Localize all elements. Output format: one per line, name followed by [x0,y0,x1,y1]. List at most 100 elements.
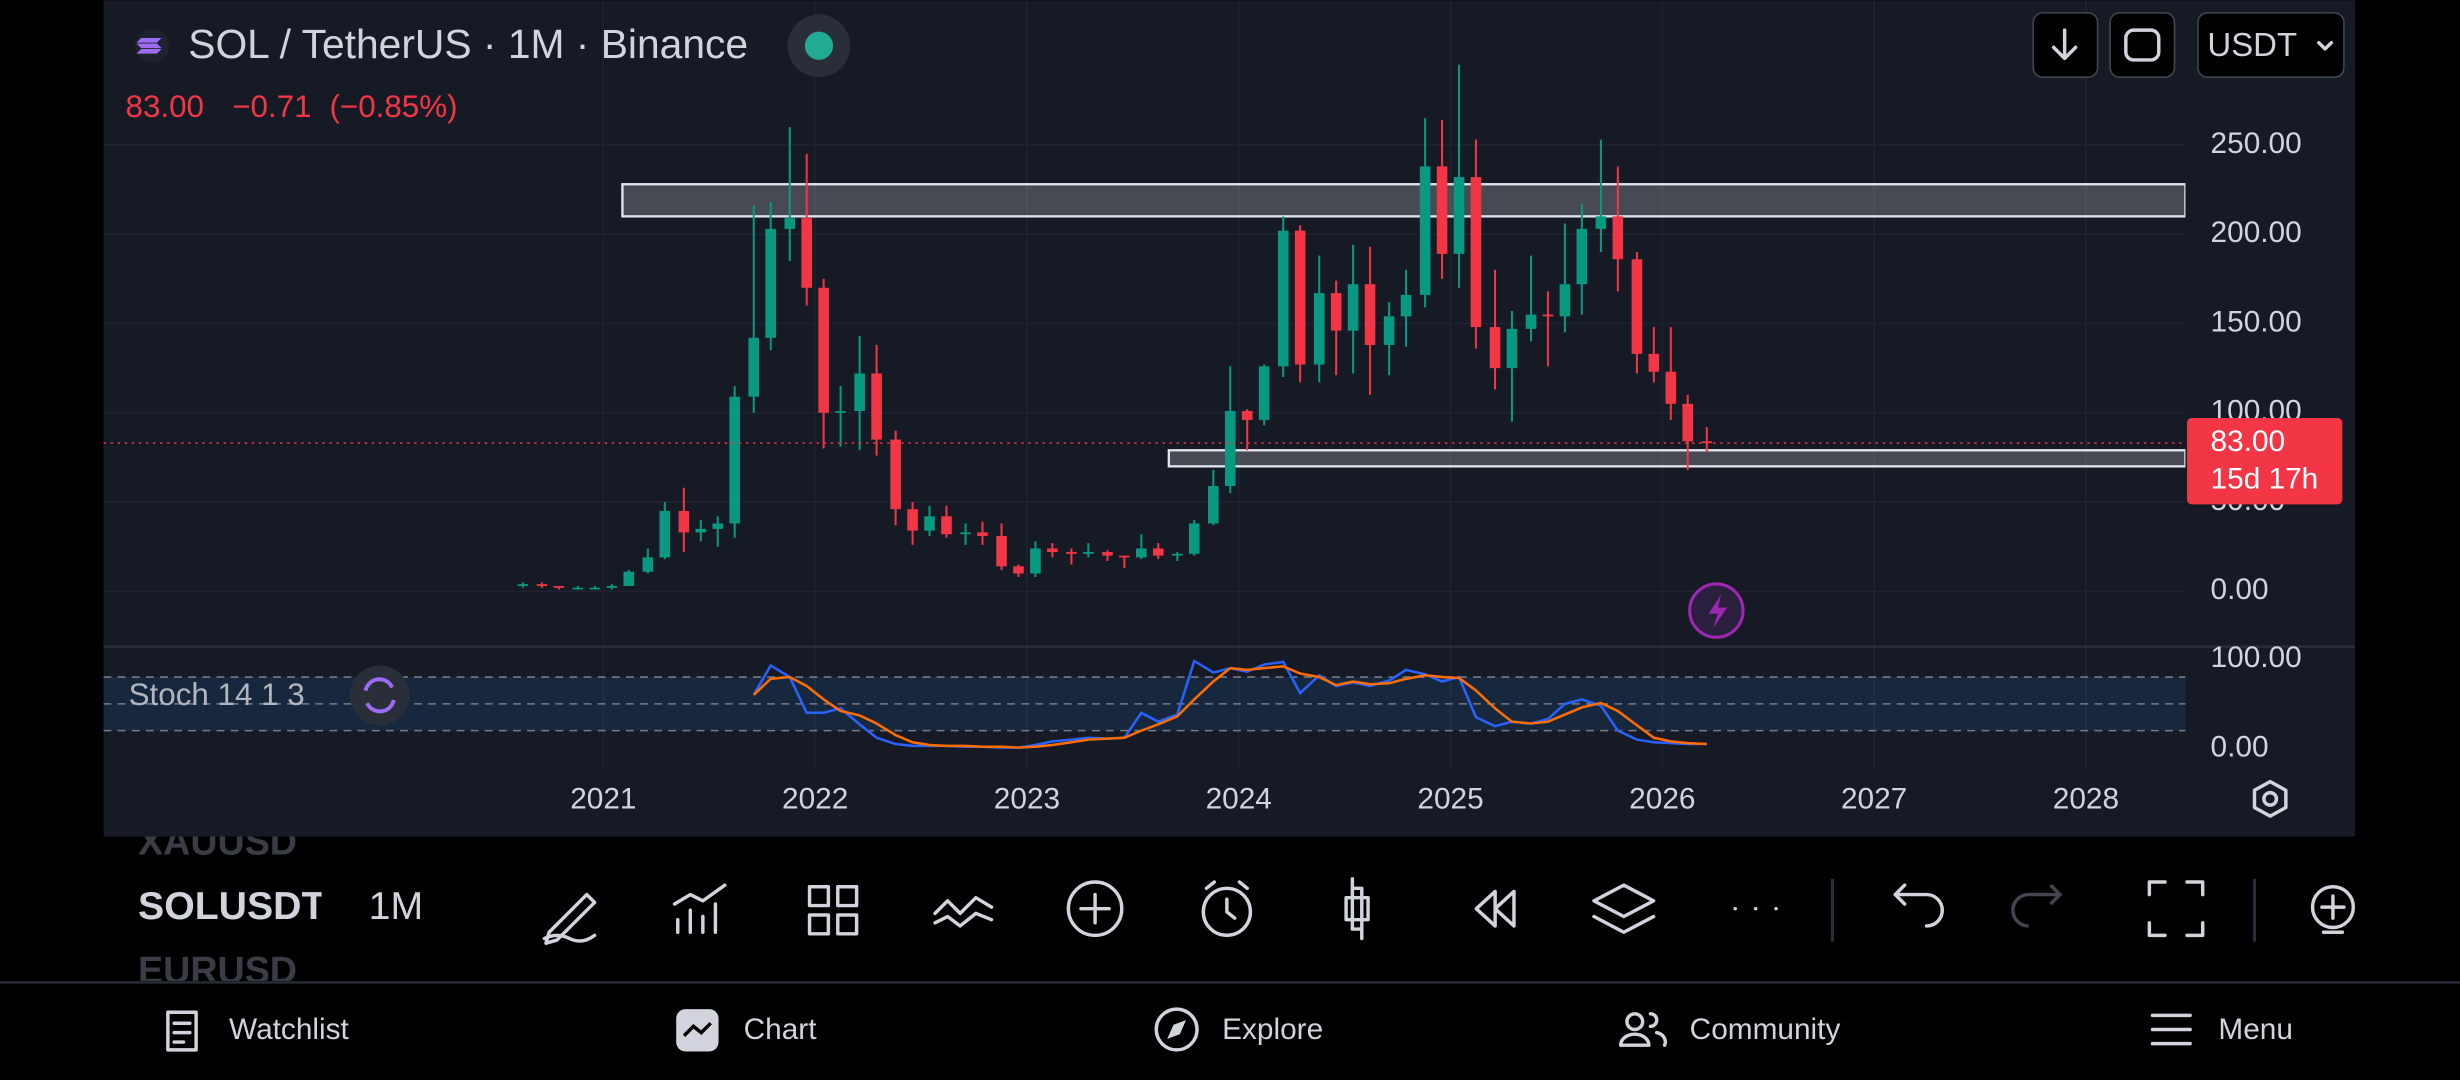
alert-tool[interactable] [1201,886,1253,938]
grid [103,0,2186,770]
candle-body [1419,166,1431,295]
chart-type-tool[interactable] [1344,877,1370,941]
compare-icon [2124,28,2161,62]
price-zone [621,183,2186,218]
indicators-tool[interactable] [672,883,727,934]
y-tick-label: 100.00 [2211,641,2302,674]
nav-explore[interactable]: Explore [1222,1013,1323,1046]
candle-body [1595,216,1607,229]
last-price: 83.00 [126,89,204,124]
draw-tool[interactable] [542,892,597,945]
candle-body [1453,177,1465,254]
settings-button[interactable] [2252,779,2288,818]
redo-button[interactable] [2011,883,2063,928]
candle-body [1224,410,1236,486]
price-change-pct: (−0.85%) [329,89,457,124]
nav-chart[interactable]: Chart [744,1013,818,1046]
candle-body [1102,552,1113,556]
toolbar: XAUUSD SOLUSDT EURUSD 1M [138,820,2356,991]
add-tool[interactable] [1066,880,1124,938]
zones [621,183,2186,468]
menu-icon [2150,1013,2192,1046]
candle-body [1631,259,1643,354]
candle-body [941,516,952,535]
price-zone [1167,449,2186,468]
interval[interactable]: 1M [369,884,423,928]
candle-body [1400,294,1412,317]
currency-button[interactable] [2197,12,2345,78]
candles [103,64,2186,590]
compare-button[interactable] [2109,12,2176,78]
candle-body [606,585,618,588]
add-icon [1079,892,1111,925]
community-icon-body [1618,1012,1667,1047]
candle-body [1258,366,1270,420]
candle-body [1383,316,1395,345]
candle-body [996,535,1007,567]
candle-body [960,532,971,535]
alert-tool-icon [1204,880,1249,920]
candle-body [890,439,901,510]
replay-tool[interactable] [1474,889,1516,928]
candle-body [1612,216,1624,260]
header: SOL / TetherUS · 1M · Binance 83.00 −0.7… [126,12,2345,124]
alert-icon [1708,594,1728,628]
patterns-tool[interactable] [933,895,994,928]
layouts-tool[interactable] [807,884,859,936]
candle-body [1665,371,1677,404]
current-symbol[interactable]: SOLUSDT [138,884,325,928]
x-tick-label: 2021 [570,782,636,815]
candle-body [1470,177,1482,328]
stoch-line [752,665,1707,749]
candle-body [977,532,988,536]
candle-body [1559,284,1571,317]
explore-icon [1154,1007,1199,1052]
zoom-tool[interactable] [2310,884,2356,930]
nav-menu[interactable]: Menu [2218,1013,2293,1046]
candle-body [1083,552,1094,554]
candle-body [695,528,707,533]
nav-community[interactable]: Community [1690,1013,1841,1046]
candle-body [1188,523,1200,554]
x-tick-label: 2028 [2053,782,2119,815]
candle-body [1542,314,1554,317]
candle-body [712,523,724,529]
market-status-dot [804,31,834,60]
symbol-option[interactable]: EURUSD [138,949,297,991]
fullscreen-button[interactable] [2147,880,2205,938]
indicator-label[interactable]: Stoch 14 1 3 [129,677,305,712]
layers-tool[interactable] [1592,883,1656,934]
symbol-title[interactable]: SOL / TetherUS · 1M · Binance [188,21,748,67]
explore-needle [1167,1020,1187,1039]
candle-body [1119,555,1130,558]
candle-body [1682,403,1694,442]
candle-body [1506,328,1518,369]
bottom-nav: Watchlist Chart Explore Community Menu [166,1007,2293,1052]
x-tick-label: 2023 [994,782,1060,815]
candle-body [784,218,796,229]
price-tag-label: 83.00 [2211,425,2286,458]
candle-body [589,587,601,590]
indicator-settings[interactable] [349,665,410,726]
chart-icon-line [682,1021,712,1037]
candle-body [1047,548,1058,553]
undo-button[interactable] [1893,883,1944,928]
candle-body [1013,566,1024,574]
price-change: −0.71 [232,89,311,124]
y-tick-label: 0.00 [2211,573,2269,606]
sol-logo [136,37,162,54]
countdown-label: 15d 17h [2211,463,2319,496]
nav-watchlist[interactable]: Watchlist [229,1013,349,1046]
indicator-refresh-icon [363,677,396,714]
candle-body [1172,553,1183,556]
candle-body [871,373,882,440]
candle-body [818,287,829,413]
candle-body [659,510,671,558]
candle-body [1277,230,1289,367]
watchlist-icon [166,1010,198,1052]
candle-body [1489,327,1501,369]
symbol-option[interactable]: XAUUSD [138,820,297,863]
candle-body [1347,284,1359,331]
